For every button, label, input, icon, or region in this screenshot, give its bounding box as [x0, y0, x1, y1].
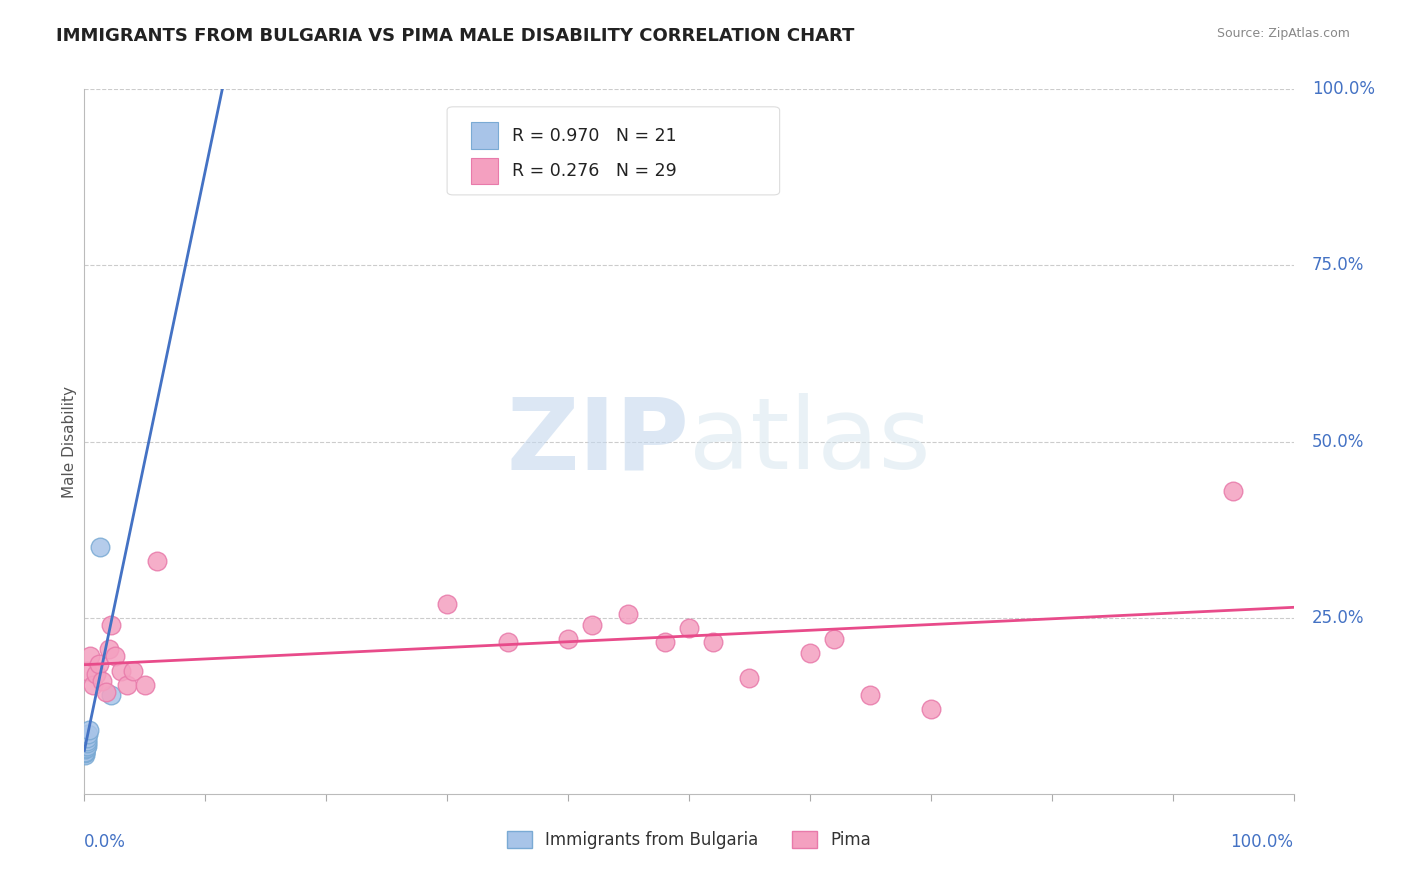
Point	[110, 664, 132, 678]
Text: 0.0%: 0.0%	[84, 832, 127, 851]
Point	[97, 642, 120, 657]
Text: 50.0%: 50.0%	[1312, 433, 1364, 450]
Point	[496, 635, 519, 649]
Point	[104, 649, 127, 664]
Bar	[471, 158, 498, 185]
Text: Source: ZipAtlas.com: Source: ZipAtlas.com	[1216, 27, 1350, 40]
Point	[436, 597, 458, 611]
FancyBboxPatch shape	[447, 107, 780, 194]
Text: 75.0%: 75.0%	[1312, 256, 1364, 275]
Text: 100.0%: 100.0%	[1230, 832, 1294, 851]
Point	[859, 688, 882, 702]
Text: R = 0.276   N = 29: R = 0.276 N = 29	[512, 162, 678, 180]
Point	[581, 617, 603, 632]
Point	[86, 667, 108, 681]
Text: IMMIGRANTS FROM BULGARIA VS PIMA MALE DISABILITY CORRELATION CHART: IMMIGRANTS FROM BULGARIA VS PIMA MALE DI…	[56, 27, 855, 45]
Point	[76, 739, 98, 753]
Point	[76, 734, 98, 748]
Point	[134, 678, 156, 692]
Point	[146, 554, 169, 568]
Point	[75, 745, 97, 759]
Point	[557, 632, 579, 646]
Point	[100, 688, 122, 702]
Y-axis label: Male Disability: Male Disability	[62, 385, 77, 498]
Text: 25.0%: 25.0%	[1312, 608, 1364, 627]
Point	[73, 746, 96, 760]
Point	[75, 741, 97, 756]
Point	[115, 678, 138, 692]
Point	[73, 743, 96, 757]
Point	[1222, 483, 1244, 498]
Point	[75, 734, 97, 748]
Point	[654, 635, 676, 649]
Point	[75, 736, 97, 750]
Point	[121, 664, 143, 678]
Point	[82, 678, 104, 692]
Point	[920, 702, 942, 716]
Point	[91, 674, 114, 689]
Point	[100, 617, 122, 632]
Point	[87, 657, 110, 671]
Point	[77, 727, 100, 741]
Point	[76, 664, 98, 678]
Bar	[471, 122, 498, 149]
Point	[678, 621, 700, 635]
Point	[75, 741, 97, 756]
Point	[75, 738, 97, 752]
Point	[89, 541, 111, 555]
Point	[799, 646, 821, 660]
Point	[75, 742, 97, 756]
Point	[702, 635, 724, 649]
Point	[77, 723, 100, 738]
Point	[823, 632, 845, 646]
Text: 100.0%: 100.0%	[1312, 80, 1375, 98]
Point	[738, 671, 761, 685]
Point	[617, 607, 640, 622]
Point	[73, 748, 96, 763]
Point	[75, 739, 97, 753]
Text: atlas: atlas	[689, 393, 931, 490]
Legend: Immigrants from Bulgaria, Pima: Immigrants from Bulgaria, Pima	[501, 824, 877, 856]
Text: R = 0.970   N = 21: R = 0.970 N = 21	[512, 127, 678, 145]
Point	[73, 745, 96, 759]
Point	[76, 736, 98, 750]
Point	[79, 649, 101, 664]
Point	[76, 731, 98, 745]
Point	[75, 739, 97, 753]
Text: ZIP: ZIP	[506, 393, 689, 490]
Point	[94, 684, 117, 698]
